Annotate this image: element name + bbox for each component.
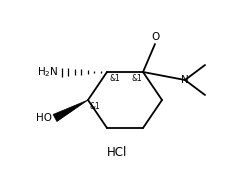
Text: HCl: HCl [107, 147, 127, 160]
Text: O: O [151, 32, 159, 42]
Text: &1: &1 [109, 74, 120, 83]
Text: &1: &1 [131, 74, 142, 83]
Polygon shape [53, 100, 88, 121]
Text: HO: HO [36, 113, 52, 123]
Text: N: N [181, 75, 189, 85]
Text: H$_2$N: H$_2$N [37, 65, 59, 79]
Text: &1: &1 [90, 102, 101, 111]
